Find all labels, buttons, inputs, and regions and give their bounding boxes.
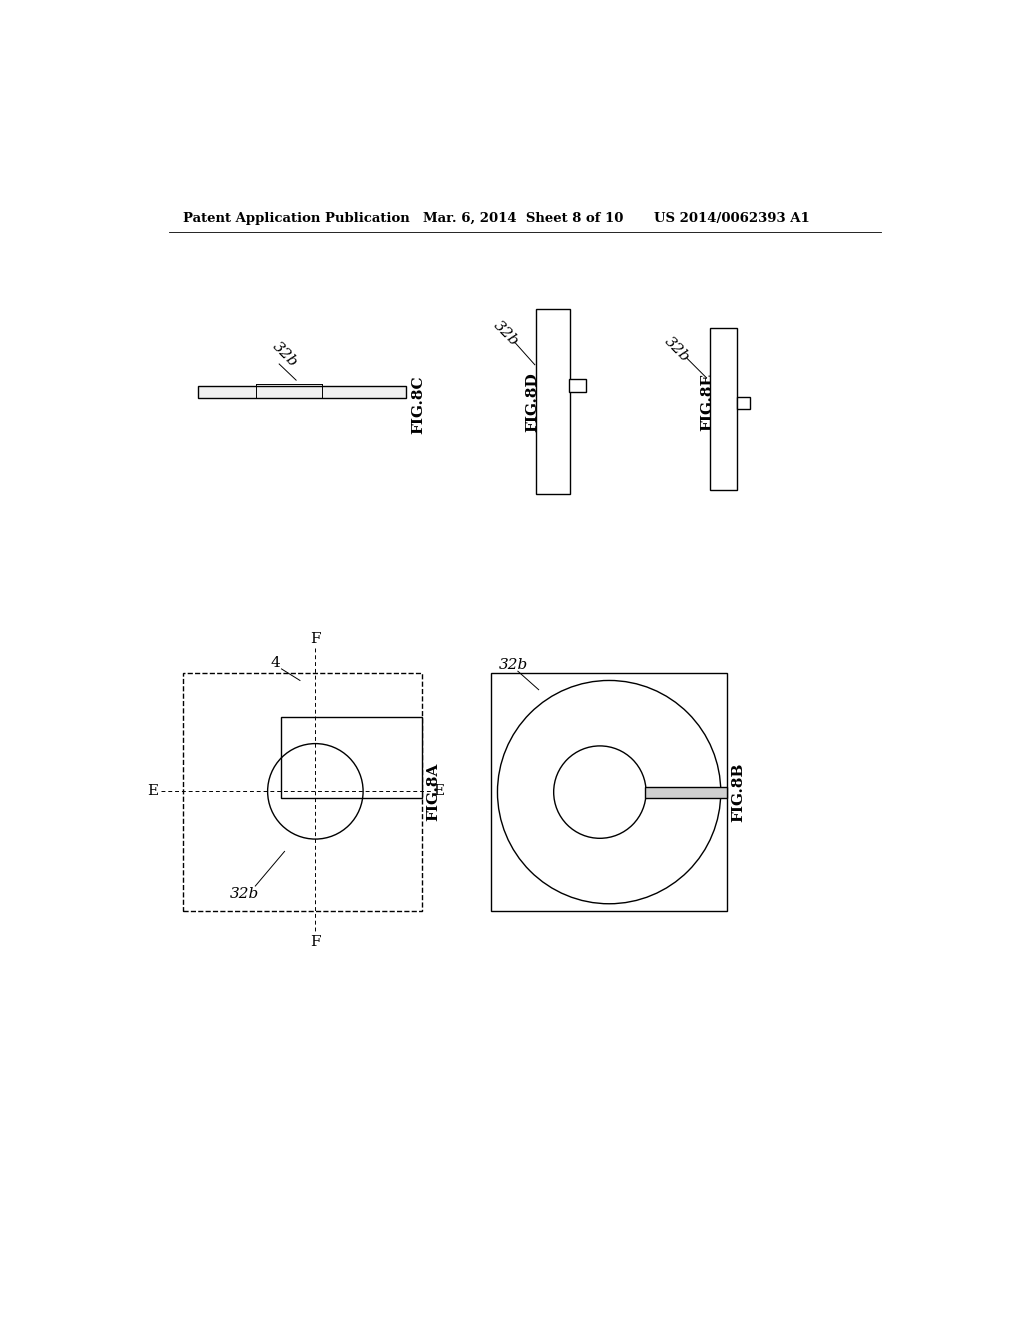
Text: Mar. 6, 2014  Sheet 8 of 10: Mar. 6, 2014 Sheet 8 of 10 [423,213,624,224]
Bar [199,385,407,397]
Text: 32b: 32b [662,334,692,364]
Text: FIG.8B: FIG.8B [731,763,745,822]
Text: F: F [310,935,321,949]
Bar [736,397,751,409]
Text: US 2014/0062393 A1: US 2014/0062393 A1 [654,213,810,224]
Bar [711,327,737,490]
Bar [183,673,422,911]
Text: FIG.8C: FIG.8C [412,375,426,434]
Bar [281,717,422,797]
Text: 32b: 32b [492,318,521,350]
Bar [569,379,587,392]
Text: 32b: 32b [499,659,527,672]
Text: F: F [310,632,321,645]
Text: Patent Application Publication: Patent Application Publication [183,213,410,224]
Text: FIG.8D: FIG.8D [524,372,539,432]
Text: 32b: 32b [269,339,300,370]
Text: E: E [433,784,444,799]
Text: 4: 4 [270,656,281,669]
Bar [644,787,727,797]
Text: FIG.8A: FIG.8A [426,763,440,821]
Text: 32b: 32b [230,887,259,900]
Text: FIG.8E: FIG.8E [700,372,715,430]
Bar [536,309,570,494]
Bar [490,673,727,911]
Text: E: E [147,784,159,799]
